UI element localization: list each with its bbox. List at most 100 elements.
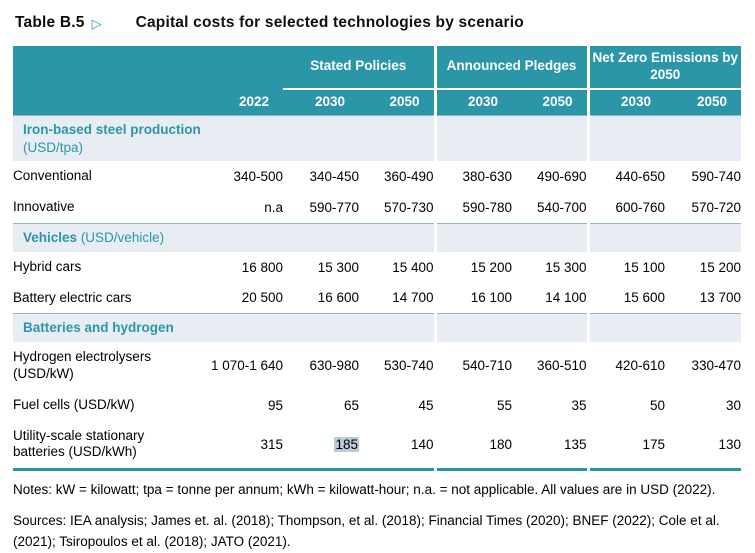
table-row-fuel-cells: Fuel cells (USD/kW) 95 65 45 55 35 50 30 xyxy=(13,389,742,421)
cell-ap-2050: 490-690 xyxy=(536,169,587,185)
cell-ap-2030: 180 xyxy=(433,420,513,470)
group-header-announced-pledges: Announced Pledges xyxy=(433,46,589,90)
blank-header-cell xyxy=(13,46,283,89)
cell-ap-2030: 55 xyxy=(433,389,513,421)
cell-2022: 95 xyxy=(267,397,283,413)
cell-2022: 340-500 xyxy=(233,169,283,185)
row-label: Battery electric cars xyxy=(13,289,132,305)
cell-nze-2030: 600-760 xyxy=(586,192,666,224)
cell-nze-2050: 130 xyxy=(718,436,742,452)
cell-nze-2030: 175 xyxy=(586,420,666,470)
cell-nze-2050: 13 700 xyxy=(699,290,742,306)
cell-sp-2030: 340-450 xyxy=(309,169,359,185)
footnotes: Notes: kW = kilowatt; tpa = tonne per an… xyxy=(13,480,745,553)
section-band-spacer xyxy=(433,313,589,342)
cell-ap-2030: 16 100 xyxy=(433,282,513,314)
group-header-stated-policies: Stated Policies xyxy=(283,46,436,90)
capital-costs-table: Stated Policies Announced Pledges Net Ze… xyxy=(13,46,742,472)
table-title: Table B.5 ▷ Capital costs for selected t… xyxy=(15,14,742,32)
notes-text: Notes: kW = kilowatt; tpa = tonne per an… xyxy=(13,482,716,498)
cell-ap-2050: 540-700 xyxy=(536,200,587,216)
nze-2030-header: 2030 xyxy=(586,88,666,116)
cell-ap-2050: 14 100 xyxy=(545,290,587,306)
row-label: Hydrogen electrolysers (USD/kW) xyxy=(13,348,152,381)
section-row-steel: Iron-based steel production (USD/tpa) xyxy=(13,115,742,162)
cell-sp-2030: 630-980 xyxy=(309,358,359,374)
ap-2050-header: 2050 xyxy=(512,88,589,116)
cell-sp-2050: 140 xyxy=(410,436,434,452)
cell-ap-2050: 135 xyxy=(563,436,587,452)
cell-ap-2050: 360-510 xyxy=(536,358,587,374)
cell-ap-2030: 590-780 xyxy=(433,192,513,224)
cell-nze-2050: 570-720 xyxy=(691,200,742,216)
cell-nze-2030: 15 100 xyxy=(586,251,666,283)
ap-2030-header: 2030 xyxy=(433,88,513,116)
cell-sp-2050: 360-490 xyxy=(383,169,434,185)
cell-sp-2030: 590-770 xyxy=(309,200,359,216)
cell-2022: 16 800 xyxy=(241,259,283,275)
sp-2050-header: 2050 xyxy=(359,88,436,116)
row-label: Fuel cells (USD/kW) xyxy=(13,396,135,412)
section-band-spacer xyxy=(433,223,589,252)
year-header-row: 2022 2030 2050 2030 2050 2030 2050 xyxy=(13,88,742,116)
table-row-battery-electric-cars: Battery electric cars 20 500 16 600 14 7… xyxy=(13,282,742,314)
scenario-group-header-row: Stated Policies Announced Pledges Net Ze… xyxy=(13,46,742,90)
table-row-hydrogen-electrolysers: Hydrogen electrolysers (USD/kW) 1 070-1 … xyxy=(13,341,742,390)
row-label: Utility-scale stationary batteries (USD/… xyxy=(13,427,145,460)
section-title: Iron-based steel production xyxy=(23,122,201,138)
triangle-right-icon: ▷ xyxy=(91,15,102,31)
cell-ap-2030: 540-710 xyxy=(433,341,513,390)
cell-nze-2050: 30 xyxy=(726,397,742,413)
table-row-innovative: Innovative n.a 590-770 570-730 590-780 5… xyxy=(13,192,742,224)
cell-sp-2050: 15 400 xyxy=(392,259,434,275)
cell-ap-2030: 380-630 xyxy=(433,161,513,193)
row-label: Innovative xyxy=(13,199,75,215)
nze-2050-header: 2050 xyxy=(665,88,742,116)
table-row-utility-batteries: Utility-scale stationary batteries (USD/… xyxy=(13,420,742,470)
section-title: Batteries and hydrogen xyxy=(23,320,174,336)
cell-2022: 20 500 xyxy=(241,290,283,306)
cell-sp-2050: 530-740 xyxy=(383,358,434,374)
section-unit: (USD/tpa) xyxy=(23,139,84,155)
section-band-spacer xyxy=(586,115,742,162)
table-row-hybrid-cars: Hybrid cars 16 800 15 300 15 400 15 200 … xyxy=(13,251,742,283)
row-label: Hybrid cars xyxy=(13,258,82,274)
table-number: Table B.5 xyxy=(15,14,85,31)
blank-header-cell xyxy=(13,88,183,116)
section-unit: (USD/vehicle) xyxy=(80,230,165,246)
cell-nze-2050: 15 200 xyxy=(699,259,742,275)
cell-sp-2030: 16 600 xyxy=(317,290,359,306)
cell-ap-2030: 15 200 xyxy=(433,251,513,283)
sp-2030-header: 2030 xyxy=(283,88,359,116)
section-band-spacer xyxy=(586,313,742,342)
cell-nze-2050: 590-740 xyxy=(691,169,742,185)
section-row-vehicles: Vehicles (USD/vehicle) xyxy=(13,223,742,252)
cell-sp-2050: 570-730 xyxy=(383,200,434,216)
cell-sp-2030: 185 xyxy=(283,421,359,470)
table-caption: Capital costs for selected technologies … xyxy=(135,14,524,31)
cell-nze-2050: 330-470 xyxy=(691,358,742,374)
section-row-batteries-hydrogen: Batteries and hydrogen xyxy=(13,313,742,342)
row-label: Conventional xyxy=(13,168,92,184)
cell-2022: 1 070-1 640 xyxy=(210,358,283,374)
cell-nze-2030: 440-650 xyxy=(586,161,666,193)
cell-nze-2030: 15 600 xyxy=(586,282,666,314)
section-title: Vehicles xyxy=(23,230,78,246)
cell-2022: n.a xyxy=(264,200,283,216)
section-band-spacer xyxy=(433,115,589,162)
sources-text: Sources: IEA analysis; James et. al. (20… xyxy=(13,513,720,550)
cell-sp-2030: 15 300 xyxy=(317,259,359,275)
cell-ap-2050: 35 xyxy=(571,397,587,413)
cell-sp-2030: 65 xyxy=(343,397,359,413)
cell-sp-2050: 45 xyxy=(418,397,434,413)
year-2022-header: 2022 xyxy=(183,88,283,116)
cell-sp-2050: 14 700 xyxy=(392,290,434,306)
cell-nze-2030: 50 xyxy=(586,389,666,421)
cell-2022: 315 xyxy=(260,436,283,452)
section-band-spacer xyxy=(586,223,742,252)
highlighted-value: 185 xyxy=(334,436,359,452)
cell-ap-2050: 15 300 xyxy=(545,259,587,275)
group-header-net-zero: Net Zero Emissions by 2050 xyxy=(586,46,742,90)
cell-nze-2030: 420-610 xyxy=(586,341,666,390)
